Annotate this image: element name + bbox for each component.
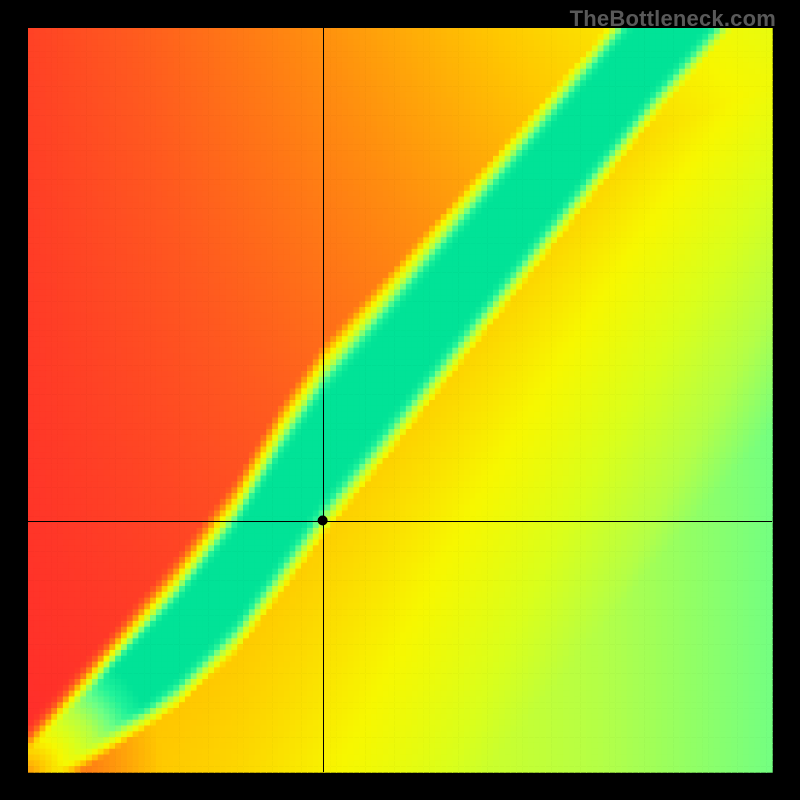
watermark-text: TheBottleneck.com xyxy=(570,6,776,32)
heatmap-canvas xyxy=(0,0,800,800)
